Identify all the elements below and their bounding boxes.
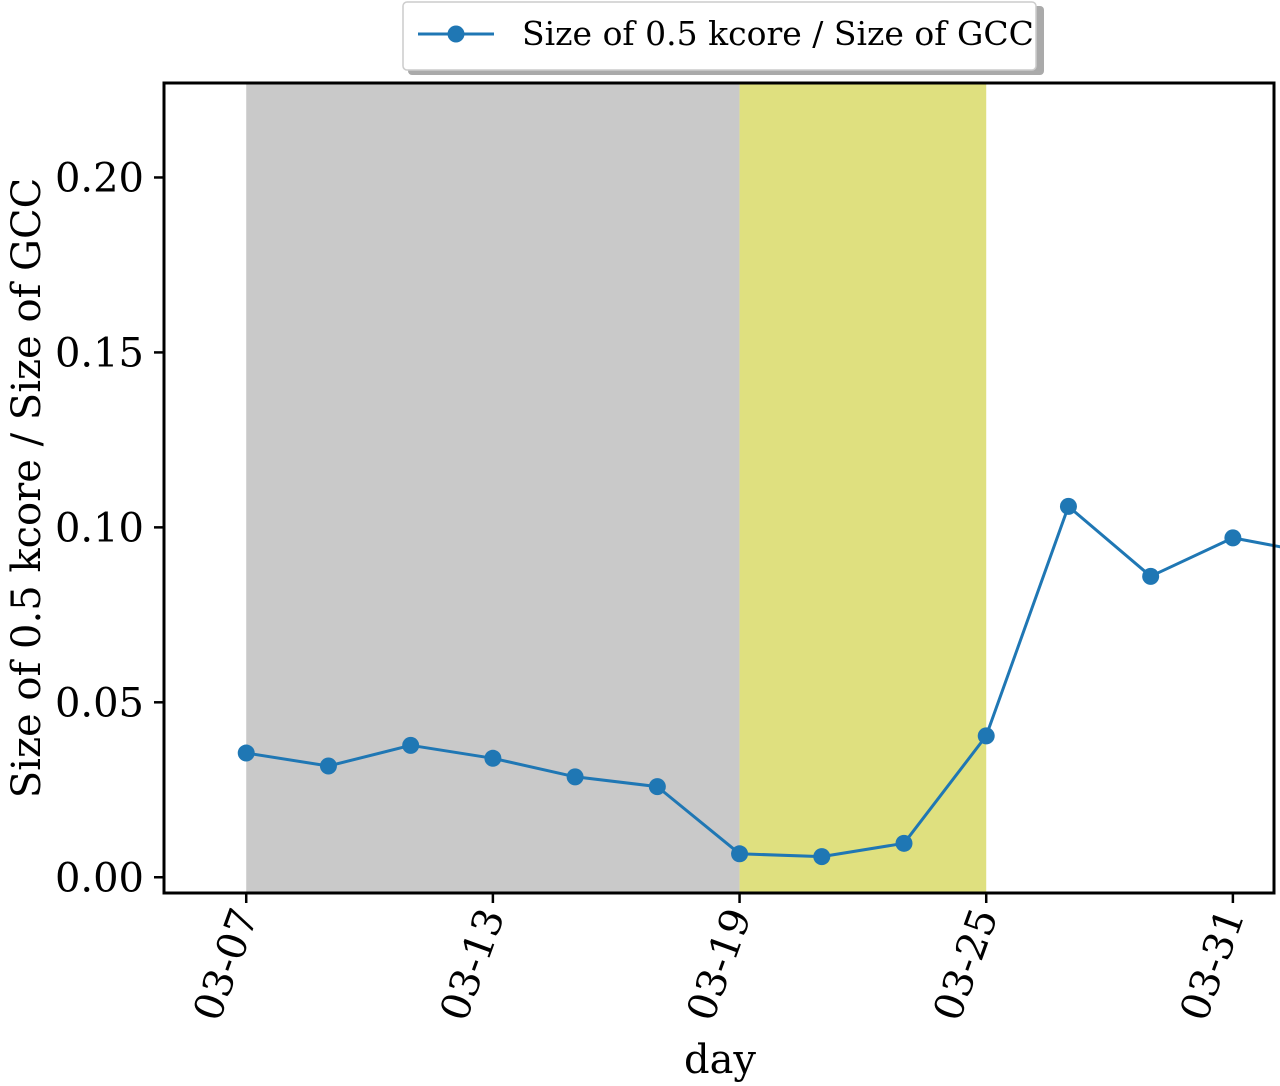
x-tick-label: 03-19 [678, 903, 761, 1027]
data-point [895, 834, 913, 852]
x-tick-label: 03-25 [925, 903, 1008, 1027]
legend-box [402, 1, 1037, 71]
x-axis: 03-0703-1303-1903-2503-3104-0604-1204-18… [185, 893, 1255, 1027]
data-point [813, 848, 831, 866]
data-point [566, 768, 584, 786]
shaded-region-1 [246, 83, 740, 893]
data-point [648, 778, 666, 796]
legend-marker [447, 25, 465, 43]
y-tick-label: 0.05 [55, 680, 144, 726]
data-point [1059, 497, 1077, 515]
data-point [731, 845, 749, 863]
y-tick-label: 0.15 [55, 330, 144, 376]
y-tick-label: 0.00 [55, 855, 144, 901]
shaded-region-2 [739, 83, 987, 893]
series-line [245, 504, 1280, 859]
data-point [319, 757, 337, 775]
x-tick-label: 03-07 [185, 903, 268, 1027]
legend: Size of 0.5 kcore / Size of GCC [402, 1, 1044, 75]
series-layer [237, 497, 1280, 866]
y-tick-label: 0.20 [55, 155, 144, 201]
data-point [977, 727, 995, 745]
data-point [237, 744, 255, 762]
x-tick-label: 03-31 [1172, 903, 1255, 1027]
data-point [484, 749, 502, 767]
shaded-regions [246, 83, 987, 893]
y-axis: 0.00 0.05 0.10 0.15 0.20 [55, 155, 164, 901]
y-axis-title: Size of 0.5 kcore / Size of GCC [4, 178, 50, 798]
x-axis-title: day [684, 1037, 756, 1083]
legend-label: Size of 0.5 kcore / Size of GCC [522, 14, 1034, 53]
data-point [402, 736, 420, 754]
x-tick-label: 03-13 [432, 903, 515, 1027]
plot-frame [162, 81, 1276, 895]
data-point [1142, 567, 1160, 585]
data-point [1224, 529, 1242, 547]
y-tick-label: 0.10 [55, 505, 144, 551]
